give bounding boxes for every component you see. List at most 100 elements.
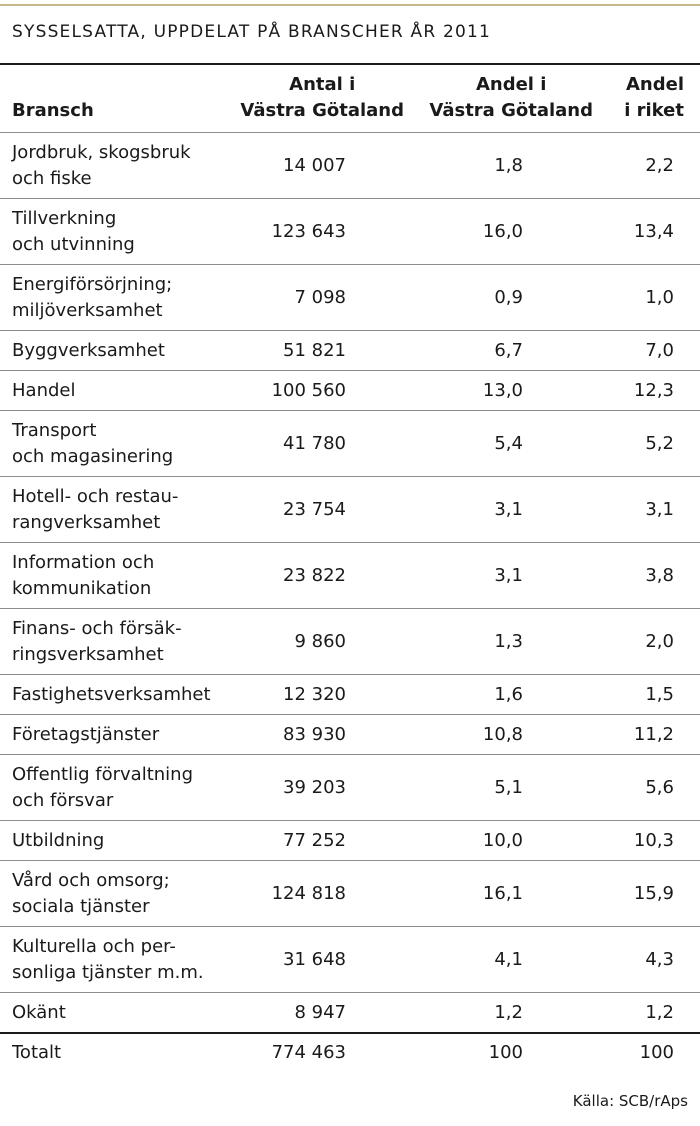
andel-riket-cell: 11,2 [633, 723, 674, 745]
bransch-cell: Fastighetsverksamhet [12, 682, 211, 708]
table-row: Utbildning 77 252 10,0 10,3 [0, 821, 700, 861]
bransch-line: Offentlig förvaltning [12, 763, 193, 785]
bransch-line: Finans- och försäk- [12, 617, 182, 639]
andel-vg-cell: 16,0 [482, 220, 523, 242]
andel-riket-cell: 5,2 [645, 432, 674, 454]
andel-vg-cell: 3,1 [494, 564, 523, 586]
bransch-line: Information och [12, 551, 155, 573]
antal-cell: 123 643 [271, 220, 346, 242]
bransch-line: Okänt [12, 1001, 66, 1023]
header-line: Västra Götaland [429, 100, 593, 121]
bransch-line: ringsverksamhet [12, 643, 164, 665]
andel-riket-cell: 2,2 [645, 154, 674, 176]
bransch-line: Utbildning [12, 829, 105, 851]
bransch-cell: Utbildning [12, 828, 104, 854]
bransch-line: och försvar [12, 789, 114, 811]
antal-cell: 14 007 [283, 154, 346, 176]
bransch-cell: Finans- och försäk-ringsverksamhet [12, 616, 182, 668]
andel-riket-cell: 3,1 [645, 498, 674, 520]
header-bransch: Bransch [12, 98, 94, 124]
table-title: SYSSELSATTA, UPPDELAT PÅ BRANSCHER ÅR 20… [12, 22, 492, 42]
antal-cell: 12 320 [283, 683, 346, 705]
header-antal: Antal i Västra Götaland [240, 72, 404, 124]
header-line: Andel [625, 74, 684, 95]
header-line: Västra Götaland [240, 100, 404, 121]
andel-vg-cell: 6,7 [494, 339, 523, 361]
table-row: Företagstjänster 83 930 10,8 11,2 [0, 715, 700, 755]
andel-riket-cell: 5,6 [645, 776, 674, 798]
table-row: Finans- och försäk-ringsverksamhet 9 860 1… [0, 609, 700, 675]
bransch-cell: Transport och magasinering [12, 418, 173, 470]
bransch-line: och magasinering [12, 445, 174, 467]
andel-vg-cell: 3,1 [494, 498, 523, 520]
antal-cell: 9 860 [294, 630, 346, 652]
andel-vg-cell: 10,0 [482, 829, 523, 851]
bransch-line: Totalt [12, 1042, 62, 1063]
bransch-line: och fiske [12, 167, 92, 189]
andel-vg-cell: 5,1 [494, 776, 523, 798]
bransch-line: Hotell- och restau- [12, 485, 179, 507]
bransch-line: sonliga tjänster m.m. [12, 961, 204, 983]
bransch-cell: Hotell- och restau-rangverksamhet [12, 484, 178, 536]
total-row: Totalt 774 463 100 100 [0, 1032, 700, 1072]
bransch-cell: Offentlig förvaltning och försvar [12, 762, 193, 814]
table-row: Kulturella och per-sonliga tjänster m.m.… [0, 927, 700, 993]
andel-vg-cell: 13,0 [482, 379, 523, 401]
bransch-cell: Totalt [12, 1040, 61, 1066]
top-accent-rule [0, 4, 700, 6]
table-row: Hotell- och restau-rangverksamhet 23 754 3… [0, 477, 700, 543]
antal-cell: 77 252 [283, 829, 346, 851]
table-row: Offentlig förvaltning och försvar 39 203 5,… [0, 755, 700, 821]
andel-riket-cell: 13,4 [633, 220, 674, 242]
table-row: Information och kommunikation 23 822 3,1 3,8 [0, 543, 700, 609]
andel-riket-cell: 1,2 [645, 1001, 674, 1023]
bransch-line: Transport [12, 419, 97, 441]
header-andel-riket: Andel i riket [624, 72, 684, 124]
antal-cell: 23 822 [283, 564, 346, 586]
antal-cell: 8 947 [294, 1001, 346, 1023]
andel-vg-cell: 1,8 [494, 154, 523, 176]
bransch-line: Kulturella och per- [12, 935, 176, 957]
andel-riket-cell: 1,0 [645, 286, 674, 308]
header-line: Andel i [475, 74, 547, 95]
bransch-line: rangverksamhet [12, 511, 161, 533]
antal-cell: 23 754 [283, 498, 346, 520]
bransch-cell: Information och kommunikation [12, 550, 154, 602]
header-line: Antal i [289, 74, 356, 95]
andel-vg-cell: 1,2 [494, 1001, 523, 1023]
bransch-line: Energiförsörjning; [12, 273, 173, 295]
andel-vg-cell: 5,4 [494, 432, 523, 454]
antal-cell: 83 930 [283, 723, 346, 745]
table-header: Bransch Antal i Västra Götaland Andel i Vä… [0, 65, 700, 133]
andel-riket-cell: 15,9 [633, 882, 674, 904]
andel-vg-cell: 4,1 [494, 948, 523, 970]
andel-riket-cell: 12,3 [633, 379, 674, 401]
bransch-cell: Företagstjänster [12, 722, 159, 748]
source-note: Källa: SCB/rAps [572, 1092, 688, 1110]
andel-vg-cell: 16,1 [482, 882, 523, 904]
andel-riket-cell: 100 [639, 1042, 674, 1063]
bransch-line: och utvinning [12, 233, 135, 255]
bransch-cell: Tillverkning och utvinning [12, 206, 135, 258]
andel-riket-cell: 2,0 [645, 630, 674, 652]
andel-vg-cell: 10,8 [482, 723, 523, 745]
antal-cell: 124 818 [271, 882, 346, 904]
bransch-cell: Vård och omsorg; sociala tjänster [12, 868, 170, 920]
table-body: Jordbruk, skogsbruk och fiske 14 007 1,8 2,2… [0, 133, 700, 1072]
table-row: Energiförsörjning; miljöverksamhet 7 098 0,… [0, 265, 700, 331]
bransch-line: Handel [12, 379, 76, 401]
bransch-line: Tillverkning [12, 207, 117, 229]
bransch-cell: Energiförsörjning; miljöverksamhet [12, 272, 172, 324]
bransch-line: Jordbruk, skogsbruk [12, 141, 191, 163]
table-row: Okänt 8 947 1,2 1,2 [0, 993, 700, 1033]
antal-cell: 774 463 [271, 1042, 346, 1063]
table-row: Jordbruk, skogsbruk och fiske 14 007 1,8 2,2 [0, 133, 700, 199]
header-line: i riket [624, 100, 684, 121]
antal-cell: 51 821 [283, 339, 346, 361]
header-line: Bransch [12, 100, 94, 121]
bransch-line: Vård och omsorg; [12, 869, 170, 891]
andel-vg-cell: 0,9 [494, 286, 523, 308]
andel-riket-cell: 10,3 [633, 829, 674, 851]
antal-cell: 39 203 [283, 776, 346, 798]
andel-riket-cell: 4,3 [645, 948, 674, 970]
